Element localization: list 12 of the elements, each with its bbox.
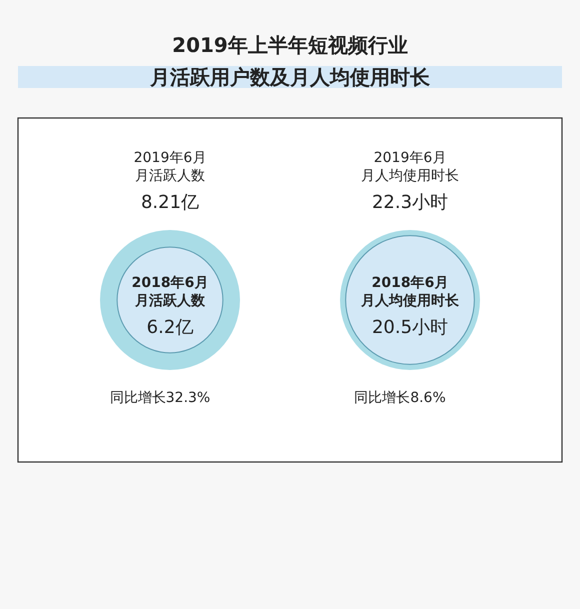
data-label: 6.2亿 xyxy=(146,317,194,338)
data-label: 8.21亿 xyxy=(140,192,200,213)
category-label: 2019年6月月人均使用时长 xyxy=(361,150,459,184)
text: 同比增长8.6% xyxy=(354,390,446,406)
category-label: 2018年6月月活跃人数 xyxy=(132,275,208,309)
category-label: 2019年6月月活跃人数 xyxy=(134,150,206,184)
text: 月活跃用户数及月人均使用时长 xyxy=(149,65,431,89)
text: 2019年上半年短视频行业 xyxy=(172,33,408,57)
category-label: 2018年6月月人均使用时长 xyxy=(360,275,460,309)
data-label: 20.5小时 xyxy=(372,317,448,338)
data-label: 22.3小时 xyxy=(372,192,448,213)
text: 同比增长32.3% xyxy=(110,390,210,406)
